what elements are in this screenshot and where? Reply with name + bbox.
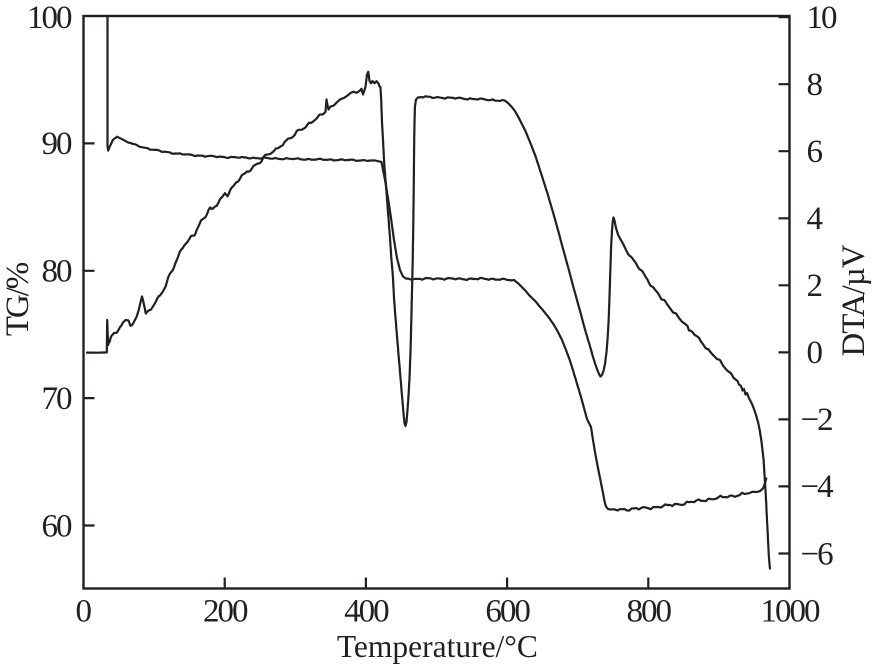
svg-text:60: 60 xyxy=(42,508,73,544)
svg-text:8: 8 xyxy=(807,67,823,103)
svg-text:70: 70 xyxy=(42,381,73,417)
svg-text:Temperature/°C: Temperature/°C xyxy=(337,629,538,664)
svg-text:400: 400 xyxy=(344,594,389,630)
svg-text:90: 90 xyxy=(42,126,73,162)
svg-text:TG/%: TG/% xyxy=(0,262,36,336)
svg-text:−6: −6 xyxy=(801,536,834,572)
svg-text:1000: 1000 xyxy=(761,594,821,630)
svg-text:4: 4 xyxy=(807,201,823,237)
svg-text:−2: −2 xyxy=(801,402,833,438)
svg-text:600: 600 xyxy=(485,594,530,630)
svg-text:−4: −4 xyxy=(801,469,834,505)
svg-text:2: 2 xyxy=(807,268,822,304)
svg-text:6: 6 xyxy=(807,134,823,170)
svg-text:200: 200 xyxy=(203,594,248,630)
svg-text:10: 10 xyxy=(807,0,838,36)
svg-text:80: 80 xyxy=(42,254,73,290)
svg-text:800: 800 xyxy=(627,594,672,630)
svg-text:DTA/µV: DTA/µV xyxy=(836,244,872,356)
svg-text:100: 100 xyxy=(27,0,72,36)
svg-text:0: 0 xyxy=(76,594,92,630)
svg-text:0: 0 xyxy=(807,335,823,371)
